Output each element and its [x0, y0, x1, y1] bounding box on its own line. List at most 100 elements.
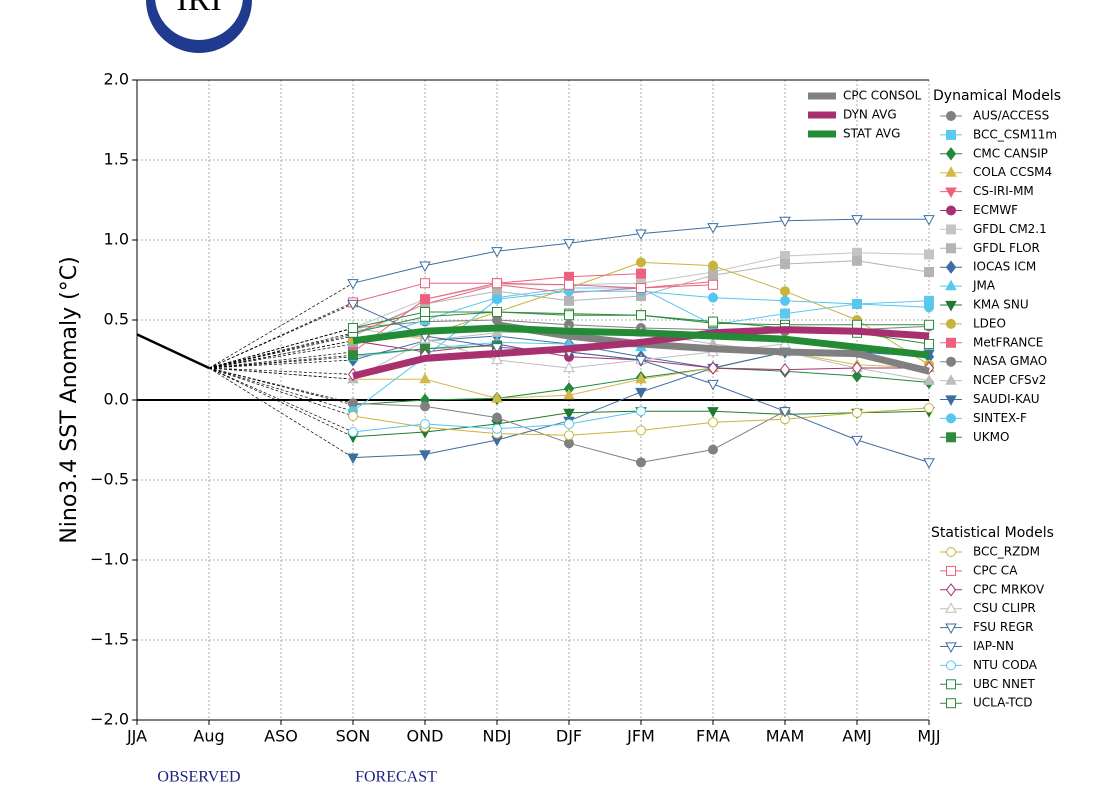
marker [779, 407, 791, 418]
marker [708, 260, 718, 271]
legend-label: UCLA-TCD [973, 696, 1033, 710]
legend-label: NTU CODA [973, 658, 1038, 672]
marker [946, 129, 956, 140]
marker [491, 391, 503, 403]
average-line [352, 324, 930, 359]
marker [945, 279, 957, 291]
marker [635, 372, 647, 384]
legend-label: BCC_CSM11m [973, 127, 1057, 141]
legend-label: CPC CA [973, 563, 1018, 577]
marker [780, 295, 790, 306]
y-axis-label: Nino3.4 SST Anomaly (°C) [57, 256, 82, 543]
marker [945, 602, 957, 613]
connector [208, 354, 354, 369]
legend-label: KMA SNU [973, 298, 1029, 312]
logo-inner [155, 0, 243, 40]
marker [420, 401, 430, 412]
legend-label: IOCAS ICM [973, 260, 1036, 274]
marker [946, 660, 956, 671]
marker [708, 444, 718, 455]
marker [923, 215, 935, 226]
marker [492, 278, 502, 289]
marker [347, 453, 359, 465]
marker [563, 408, 575, 420]
legend-label: JMA [972, 279, 996, 293]
marker [852, 255, 862, 266]
marker [946, 565, 956, 576]
legend-label: COLA CCSM4 [973, 165, 1052, 179]
marker [779, 337, 791, 349]
legend-title: Statistical Models [931, 525, 1054, 541]
marker [636, 406, 646, 417]
legend-label: CS-IRI-MM [973, 184, 1034, 198]
connector [208, 367, 354, 375]
y-tick-label: −1.0 [90, 550, 129, 569]
forecast-note: FORECAST [355, 769, 437, 786]
marker [946, 224, 956, 235]
marker [945, 260, 957, 274]
x-tick-label: JJA [126, 727, 147, 746]
y-tick-label: 1.0 [104, 230, 129, 249]
marker [924, 403, 934, 413]
x-tick-label: AMJ [842, 727, 871, 746]
marker [851, 215, 863, 226]
connector [208, 367, 354, 412]
marker [708, 279, 718, 290]
marker [636, 283, 646, 293]
legend-label: FSU REGR [973, 620, 1033, 634]
marker [492, 294, 502, 305]
marker [946, 318, 956, 329]
marker [419, 372, 431, 384]
marker [347, 299, 359, 311]
marker [563, 388, 575, 400]
y-tick-label: 0.0 [104, 390, 129, 409]
marker [946, 679, 956, 690]
marker [946, 413, 956, 424]
marker [636, 310, 646, 321]
marker [946, 243, 956, 254]
marker [491, 326, 503, 337]
x-tick-label: MAM [766, 727, 805, 746]
marker [924, 319, 934, 330]
legend-label: CSU CLIPR [973, 601, 1036, 615]
marker [420, 307, 430, 317]
marker [779, 362, 791, 377]
marker [564, 430, 574, 441]
marker [420, 419, 430, 429]
logo: IRI [146, 0, 252, 53]
marker [923, 458, 935, 469]
connector [208, 367, 354, 458]
connector [208, 343, 354, 369]
marker [945, 623, 957, 635]
marker [564, 419, 574, 429]
y-tick-label: 0.5 [104, 310, 129, 329]
connector [208, 303, 354, 369]
y-tick-label: 1.5 [104, 150, 129, 169]
marker [708, 417, 718, 428]
legend-label: BCC_RZDM [973, 545, 1040, 559]
x-tick-label: JFM [626, 727, 655, 746]
marker [946, 547, 956, 557]
marker [924, 339, 934, 349]
marker [780, 286, 790, 297]
marker [945, 642, 957, 653]
legend-title: Dynamical Models [933, 88, 1061, 104]
observed-line [136, 333, 210, 370]
marker [492, 412, 502, 423]
marker [564, 295, 574, 306]
legend-label: MetFRANCE [973, 335, 1043, 349]
marker [420, 294, 430, 305]
marker [635, 355, 647, 367]
x-tick-label: MJJ [917, 727, 940, 746]
marker [564, 279, 574, 290]
marker [419, 450, 431, 461]
marker [780, 259, 790, 269]
observed-note: OBSERVED [157, 769, 240, 786]
connector [208, 367, 354, 380]
marker [851, 361, 863, 375]
marker [945, 187, 957, 199]
x-tick-label: ASO [264, 727, 298, 746]
marker [348, 323, 358, 333]
marker [946, 205, 956, 216]
